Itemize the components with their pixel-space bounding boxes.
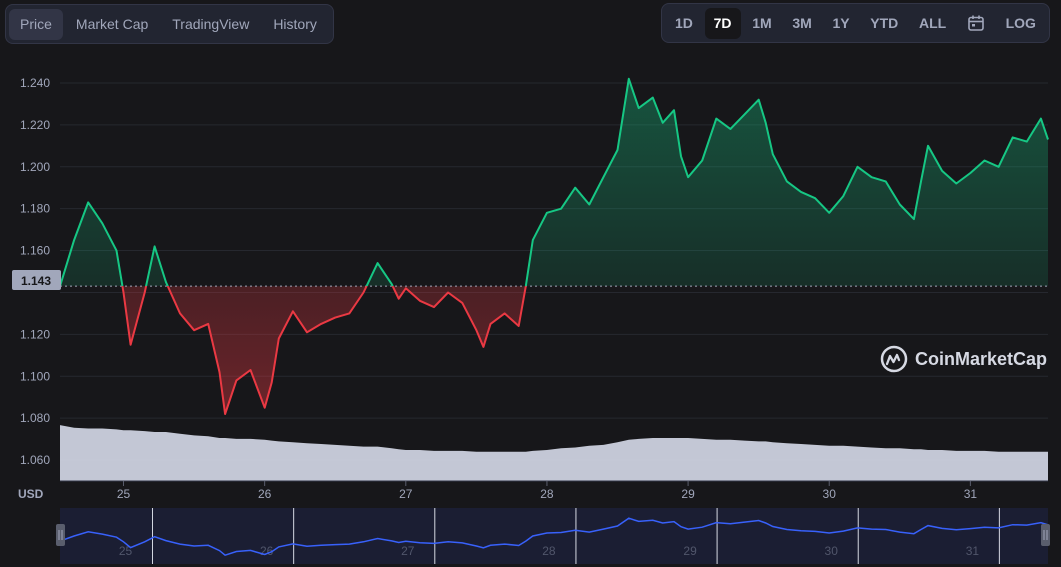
navigator-handle-left[interactable] bbox=[56, 524, 65, 546]
calendar-icon[interactable] bbox=[958, 8, 994, 39]
navigator-label: 25 bbox=[119, 544, 133, 558]
y-tick-label: 1.160 bbox=[20, 244, 50, 258]
range-all-button[interactable]: ALL bbox=[918, 14, 947, 31]
current-price-tag: 1.143 bbox=[12, 270, 61, 290]
y-tick-label: 1.180 bbox=[20, 202, 50, 216]
volume-area bbox=[60, 425, 1048, 481]
tab-market-cap[interactable]: Market Cap bbox=[75, 15, 149, 32]
x-tick-label: 28 bbox=[540, 487, 554, 501]
x-axis: 25 26 27 28 29 30 31 bbox=[60, 480, 1048, 501]
range-1m-button[interactable]: 1M bbox=[752, 14, 772, 31]
y-tick-label: 1.100 bbox=[20, 369, 50, 383]
x-tick-label: 26 bbox=[258, 487, 272, 501]
tab-history[interactable]: History bbox=[273, 15, 317, 32]
brand-name: CoinMarketCap bbox=[915, 348, 1048, 369]
range-1d-button[interactable]: 1D bbox=[675, 14, 693, 31]
x-tick-label: 30 bbox=[823, 487, 837, 501]
time-range-selector: 1D 7D 1M 3M 1Y YTD ALL LOG bbox=[661, 3, 1050, 43]
range-7d-button[interactable]: 7D bbox=[704, 7, 741, 39]
navigator-label: 29 bbox=[683, 544, 697, 558]
price-area-down bbox=[60, 286, 526, 414]
navigator-handle-body bbox=[1041, 524, 1050, 546]
navigator-label: 30 bbox=[825, 544, 839, 558]
range-3m-button[interactable]: 3M bbox=[792, 14, 812, 31]
tab-tradingview[interactable]: TradingView bbox=[172, 15, 250, 32]
x-tick-label: 25 bbox=[117, 487, 131, 501]
log-scale-button[interactable]: LOG bbox=[1005, 14, 1036, 31]
price-line bbox=[59, 77, 1049, 415]
tab-price[interactable]: Price bbox=[9, 8, 63, 40]
chart-type-tabs: Price Market Cap TradingView History bbox=[5, 4, 334, 44]
price-area-up bbox=[60, 78, 1048, 287]
y-tick-label: 1.220 bbox=[20, 118, 50, 132]
y-tick-label: 1.200 bbox=[20, 160, 50, 174]
price-line-down bbox=[59, 286, 527, 415]
x-tick-label: 27 bbox=[399, 487, 413, 501]
price-line-up bbox=[59, 77, 1049, 287]
y-tick-label: 1.080 bbox=[20, 411, 50, 425]
navigator-label: 28 bbox=[542, 544, 556, 558]
coinmarketcap-logo-icon bbox=[880, 345, 908, 373]
navigator-label: 27 bbox=[401, 544, 415, 558]
x-tick-label: 31 bbox=[964, 487, 978, 501]
navigator-line bbox=[59, 517, 1049, 557]
y-tick-label: 1.120 bbox=[20, 327, 50, 341]
range-1y-button[interactable]: 1Y bbox=[832, 14, 850, 31]
navigator-handle-body bbox=[56, 524, 65, 546]
coinmarketcap-watermark: CoinMarketCap bbox=[880, 345, 1047, 373]
price-fill bbox=[60, 78, 1048, 414]
range-ytd-button[interactable]: YTD bbox=[870, 14, 899, 31]
volume-shape bbox=[60, 425, 1048, 481]
navigator-handle-right[interactable] bbox=[1041, 524, 1050, 546]
navigator-label: 31 bbox=[966, 544, 980, 558]
x-tick-label: 29 bbox=[681, 487, 695, 501]
range-navigator[interactable]: 25 26 27 28 29 30 31 bbox=[56, 508, 1050, 564]
y-axis: 1.060 1.080 1.100 1.120 1.160 1.180 1.200 1.220… bbox=[20, 76, 50, 467]
svg-text:1.143: 1.143 bbox=[21, 274, 51, 288]
y-tick-label: 1.240 bbox=[20, 76, 50, 90]
y-tick-label: 1.060 bbox=[20, 453, 50, 467]
currency-unit-label: USD bbox=[18, 487, 44, 501]
